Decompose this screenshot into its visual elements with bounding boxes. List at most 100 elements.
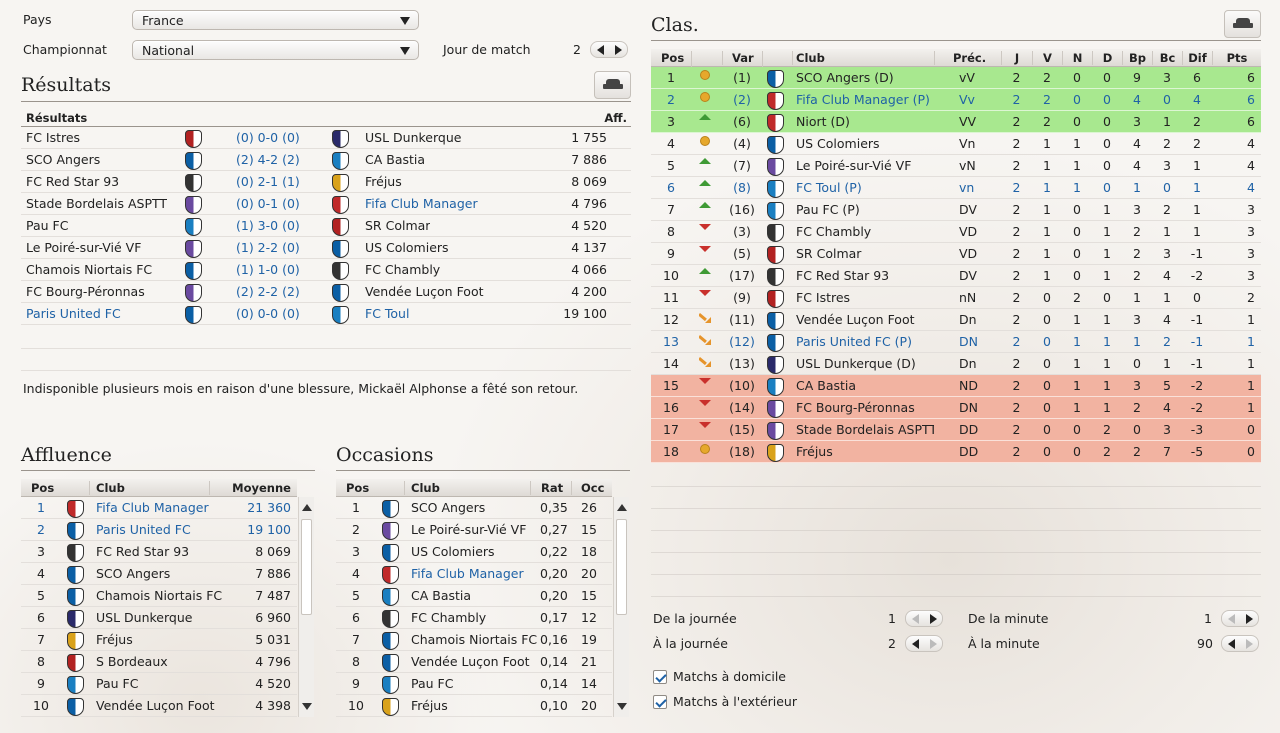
- club-name[interactable]: Fréjus: [96, 632, 133, 647]
- score[interactable]: (1) 1-0 (0): [236, 262, 300, 277]
- standings-row[interactable]: 11 (9) FC Istres nN 2 0 2 0 1 1 0 2: [651, 287, 1261, 309]
- club-name[interactable]: Fifa Club Manager (P): [796, 92, 930, 107]
- away-team[interactable]: US Colomiers: [365, 240, 449, 255]
- club-name[interactable]: US Colomiers: [411, 544, 495, 559]
- club-name[interactable]: FC Chambly: [411, 610, 487, 625]
- score[interactable]: (0) 0-1 (0): [236, 196, 300, 211]
- result-row[interactable]: SCO Angers (2) 4-2 (2) CA Bastia 7 886: [21, 149, 631, 171]
- increase-button[interactable]: [924, 636, 942, 651]
- standings-row[interactable]: 12 (11) Vendée Luçon Foot Dn 2 0 1 1 3 4 -1 1: [651, 309, 1261, 331]
- home-team[interactable]: Le Poiré-sur-Vié VF: [26, 240, 142, 255]
- table-row[interactable]: 3 FC Red Star 93 8 069: [21, 541, 297, 563]
- club-name[interactable]: SCO Angers: [411, 500, 486, 515]
- result-row[interactable]: Le Poiré-sur-Vié VF (1) 2-2 (0) US Colomie…: [21, 237, 631, 259]
- club-name[interactable]: Vendée Luçon Foot: [96, 698, 215, 713]
- club-name[interactable]: FC Chambly: [796, 224, 872, 239]
- table-row[interactable]: 7 Chamois Niortais FC 0,16 19: [336, 629, 612, 651]
- club-name[interactable]: FC Bourg-Péronnas: [796, 400, 915, 415]
- club-name[interactable]: Pau FC (P): [796, 202, 860, 217]
- standings-row[interactable]: 7 (16) Pau FC (P) DV 2 1 0 1 3 2 1 3: [651, 199, 1261, 221]
- standings-row[interactable]: 9 (5) SR Colmar VD 2 1 0 1 2 3 -1 3: [651, 243, 1261, 265]
- club-name[interactable]: FC Istres: [796, 290, 851, 305]
- results-print-button[interactable]: [594, 71, 631, 99]
- result-row[interactable]: Stade Bordelais ASPTT (0) 0-1 (0) Fifa Clu…: [21, 193, 631, 215]
- result-row[interactable]: Pau FC (1) 3-0 (0) SR Colmar 4 520: [21, 215, 631, 237]
- to-minute-stepper[interactable]: [1221, 635, 1259, 652]
- standings-row[interactable]: 2 (2) Fifa Club Manager (P) Vv 2 2 0 0 4 0 4 6: [651, 89, 1261, 111]
- home-team[interactable]: SCO Angers: [26, 152, 101, 167]
- score[interactable]: (1) 3-0 (0): [236, 218, 300, 233]
- club-name[interactable]: FC Toul (P): [796, 180, 862, 195]
- home-team[interactable]: Stade Bordelais ASPTT: [26, 196, 168, 211]
- club-name[interactable]: FC Red Star 93: [796, 268, 890, 283]
- table-row[interactable]: 3 US Colomiers 0,22 18: [336, 541, 612, 563]
- country-dropdown[interactable]: France: [132, 10, 419, 30]
- club-name[interactable]: USL Dunkerque (D): [796, 356, 916, 371]
- home-team[interactable]: Paris United FC: [26, 306, 121, 321]
- away-team[interactable]: USL Dunkerque: [365, 130, 462, 145]
- club-name[interactable]: SCO Angers (D): [796, 70, 894, 85]
- club-name[interactable]: Chamois Niortais FC: [411, 632, 538, 647]
- increase-button[interactable]: [1240, 611, 1258, 626]
- table-row[interactable]: 2 Le Poiré-sur-Vié VF 0,27 15: [336, 519, 612, 541]
- table-row[interactable]: 1 Fifa Club Manager 21 360: [21, 497, 297, 519]
- club-name[interactable]: Fréjus: [411, 698, 448, 713]
- standings-row[interactable]: 8 (3) FC Chambly VD 2 1 0 1 2 1 1 3: [651, 221, 1261, 243]
- table-row[interactable]: 8 Vendée Luçon Foot 0,14 21: [336, 651, 612, 673]
- score[interactable]: (0) 0-0 (0): [236, 306, 300, 321]
- table-row[interactable]: 10 Vendée Luçon Foot 4 398: [21, 695, 297, 717]
- increase-button[interactable]: [924, 611, 942, 626]
- table-row[interactable]: 4 Fifa Club Manager 0,20 20: [336, 563, 612, 585]
- score[interactable]: (2) 4-2 (2): [236, 152, 300, 167]
- result-row[interactable]: Paris United FC (0) 0-0 (0) FC Toul 19 100: [21, 303, 631, 325]
- standings-row[interactable]: 18 (18) Fréjus DD 2 0 0 2 2 7 -5 0: [651, 441, 1261, 463]
- scroll-up-button[interactable]: [614, 500, 629, 515]
- home-matches-checkbox[interactable]: [653, 670, 667, 684]
- score[interactable]: (2) 2-2 (2): [236, 284, 300, 299]
- scroll-thumb[interactable]: [301, 519, 312, 615]
- club-name[interactable]: Fifa Club Manager: [411, 566, 524, 581]
- score[interactable]: (0) 0-0 (0): [236, 130, 300, 145]
- club-name[interactable]: Le Poiré-sur-Vié VF: [411, 522, 527, 537]
- away-matches-checkbox[interactable]: [653, 695, 667, 709]
- club-name[interactable]: Chamois Niortais FC: [96, 588, 223, 603]
- table-row[interactable]: 2 Paris United FC 19 100: [21, 519, 297, 541]
- away-matches-label[interactable]: Matchs à l'extérieur: [673, 694, 797, 709]
- club-name[interactable]: CA Bastia: [796, 378, 857, 393]
- club-name[interactable]: Fréjus: [796, 444, 833, 459]
- standings-row[interactable]: 4 (4) US Colomiers Vn 2 1 1 0 4 2 2 4: [651, 133, 1261, 155]
- club-name[interactable]: SCO Angers: [96, 566, 171, 581]
- table-row[interactable]: 10 Fréjus 0,10 20: [336, 695, 612, 717]
- from-minute-stepper[interactable]: [1221, 610, 1259, 627]
- table-row[interactable]: 9 Pau FC 4 520: [21, 673, 297, 695]
- scroll-down-button[interactable]: [299, 699, 314, 714]
- table-row[interactable]: 5 CA Bastia 0,20 15: [336, 585, 612, 607]
- club-name[interactable]: Le Poiré-sur-Vié VF: [796, 158, 912, 173]
- table-row[interactable]: 7 Fréjus 5 031: [21, 629, 297, 651]
- home-team[interactable]: FC Istres: [26, 130, 81, 145]
- increase-button[interactable]: [1240, 636, 1258, 651]
- standings-row[interactable]: 1 (1) SCO Angers (D) vV 2 2 0 0 9 3 6 6: [651, 67, 1261, 89]
- decrease-button[interactable]: [1222, 611, 1240, 626]
- club-name[interactable]: Stade Bordelais ASPTT: [796, 422, 934, 437]
- away-team[interactable]: FC Chambly: [365, 262, 441, 277]
- league-dropdown[interactable]: National: [132, 40, 419, 60]
- result-row[interactable]: Chamois Niortais FC (1) 1-0 (0) FC Chambly…: [21, 259, 631, 281]
- table-row[interactable]: 1 SCO Angers 0,35 26: [336, 497, 612, 519]
- chances-scrollbar[interactable]: [613, 497, 629, 717]
- scroll-up-button[interactable]: [299, 500, 314, 515]
- standings-row[interactable]: 3 (6) Niort (D) VV 2 2 0 0 3 1 2 6: [651, 111, 1261, 133]
- table-row[interactable]: 8 S Bordeaux 4 796: [21, 651, 297, 673]
- club-name[interactable]: Pau FC: [96, 676, 139, 691]
- standings-row[interactable]: 16 (14) FC Bourg-Péronnas DN 2 0 1 1 2 4 -2 1: [651, 397, 1261, 419]
- club-name[interactable]: Fifa Club Manager: [96, 500, 209, 515]
- away-team[interactable]: FC Toul: [365, 306, 410, 321]
- club-name[interactable]: Pau FC: [411, 676, 454, 691]
- standings-row[interactable]: 6 (8) FC Toul (P) vn 2 1 1 0 1 0 1 4: [651, 177, 1261, 199]
- table-row[interactable]: 6 FC Chambly 0,17 12: [336, 607, 612, 629]
- club-name[interactable]: Paris United FC (P): [796, 334, 912, 349]
- score[interactable]: (0) 2-1 (1): [236, 174, 300, 189]
- standings-row[interactable]: 15 (10) CA Bastia ND 2 0 1 1 3 5 -2 1: [651, 375, 1261, 397]
- scroll-down-button[interactable]: [614, 699, 629, 714]
- club-name[interactable]: US Colomiers: [796, 136, 880, 151]
